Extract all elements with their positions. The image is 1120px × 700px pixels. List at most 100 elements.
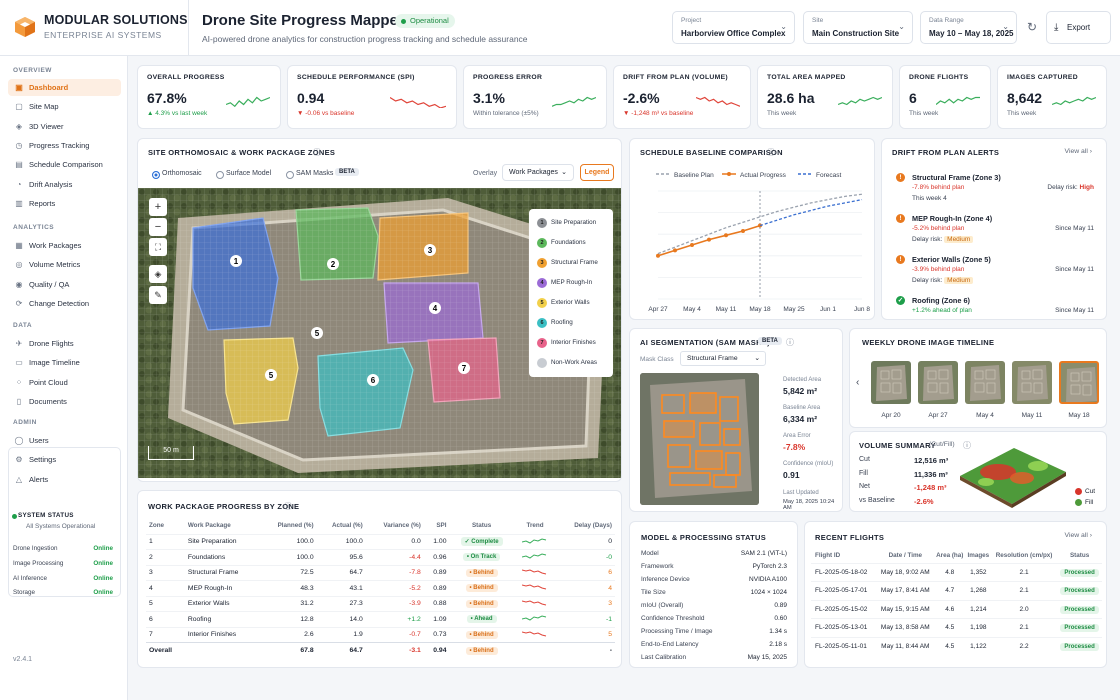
- mask-class-select[interactable]: Structural Frame ⌄: [680, 351, 766, 366]
- column-header[interactable]: Work Package: [187, 521, 231, 529]
- info-icon[interactable]: ⓘ: [284, 502, 292, 511]
- kpi-drift-from-plan-volume[interactable]: DRIFT FROM PLAN (VOLUME) -2.6% ▼ -1,248 m³…: [613, 65, 751, 129]
- actual-point[interactable]: [673, 248, 677, 253]
- alerts-view-all-link[interactable]: View all ›: [1065, 148, 1092, 155]
- sidebar-item-progress-tracking[interactable]: ◷ Progress Tracking: [8, 137, 121, 154]
- sidebar-item-schedule-comparison[interactable]: ▤ Schedule Comparison: [8, 156, 121, 173]
- mode-orthomosaic[interactable]: Orthomosaic: [152, 170, 202, 179]
- sidebar-item-documents[interactable]: ▯ Documents: [8, 393, 121, 410]
- table-row[interactable]: FL-2025-05-15-02 May 15, 9:15 AM 4.6 1,214 2…: [811, 599, 1102, 619]
- column-header[interactable]: Resolution (cm/px): [995, 551, 1053, 559]
- mode-sam-masks[interactable]: SAM Masks: [286, 170, 333, 179]
- sidebar-item-drone-flights[interactable]: ✈ Drone Flights: [8, 335, 121, 352]
- actual-point[interactable]: [707, 237, 711, 242]
- legend-button[interactable]: Legend: [580, 164, 614, 181]
- sidebar-item-3d-viewer[interactable]: ◈ 3D Viewer: [8, 118, 121, 135]
- table-row[interactable]: FL-2025-05-17-01 May 17, 8:41 AM 4.7 1,268 2…: [811, 581, 1102, 600]
- table-row[interactable]: 6 Roofing 12.8 14.0 +1.2 1.09 • Ahead -1: [146, 611, 615, 627]
- info-icon[interactable]: ⓘ: [313, 148, 321, 157]
- zone-legend-item-site-preparation[interactable]: 1 Site Preparation: [537, 218, 596, 228]
- table-row[interactable]: 2 Foundations 100.0 95.6 -4.4 0.96 • On Track -…: [146, 549, 615, 565]
- kpi-drone-flights[interactable]: DRONE FLIGHTS 6 This week: [899, 65, 991, 129]
- zone-legend-item-mep-rough-in[interactable]: 4 MEP Rough-In: [537, 278, 592, 288]
- zone-legend-item-interior-finishes[interactable]: 7 Interior Finishes: [537, 338, 596, 348]
- series-line-baseline-plan[interactable]: [657, 193, 863, 255]
- layers-icon[interactable]: ◈: [149, 265, 167, 283]
- sidebar-item-drift-analysis[interactable]: ◔ Drift Analysis: [8, 176, 121, 193]
- kpi-images-captured[interactable]: IMAGES CAPTURED 8,642 This week: [997, 65, 1107, 129]
- kpi-progress-error[interactable]: PROGRESS ERROR 3.1% Within tolerance (±5%): [463, 65, 607, 129]
- project-select[interactable]: Project Harborview Office Complex ⌄: [672, 11, 795, 44]
- zone-legend-item-foundations[interactable]: 2 Foundations: [537, 238, 586, 248]
- alert-title[interactable]: Roofing (Zone 6): [912, 296, 970, 305]
- column-header[interactable]: Status: [471, 521, 492, 529]
- zone-legend-item-roofing[interactable]: 6 Roofing: [537, 318, 573, 328]
- measure-icon[interactable]: ✎: [149, 286, 167, 304]
- table-row[interactable]: FL-2025-05-11-01 May 11, 8:44 AM 4.5 1,122 2…: [811, 636, 1102, 656]
- column-header[interactable]: Area (ha): [936, 551, 964, 559]
- zoom-in-button[interactable]: +: [149, 198, 167, 216]
- sidebar-item-quality-qa[interactable]: ◉ Quality / QA: [8, 276, 121, 293]
- timeline-thumbnail[interactable]: [871, 361, 911, 404]
- column-header[interactable]: Planned (%): [277, 521, 314, 529]
- export-button[interactable]: ⤓ Export: [1046, 11, 1111, 44]
- actual-point[interactable]: [741, 228, 745, 233]
- sidebar-item-change-detection[interactable]: ⟳ Change Detection: [8, 295, 121, 312]
- sidebar-item-work-packages[interactable]: ▦ Work Packages: [8, 237, 121, 254]
- sidebar-item-users[interactable]: ◯ Users: [8, 432, 121, 449]
- actual-point[interactable]: [724, 233, 728, 238]
- alert-title[interactable]: Exterior Walls (Zone 5): [912, 255, 991, 264]
- table-row[interactable]: FL-2025-05-13-01 May 13, 8:58 AM 4.5 1,198 2…: [811, 618, 1102, 637]
- sidebar-item-site-map[interactable]: ▢ Site Map: [8, 98, 121, 115]
- sidebar-item-volume-metrics[interactable]: ◎ Volume Metrics: [8, 256, 121, 273]
- sidebar-item-dashboard[interactable]: ▣ Dashboard: [8, 79, 121, 96]
- table-row[interactable]: 7 Interior Finishes 2.6 1.9 -0.7 0.73 • Behind…: [146, 626, 615, 643]
- alert-title[interactable]: Structural Frame (Zone 3): [912, 173, 1001, 182]
- series-line-forecast[interactable]: [759, 198, 863, 227]
- kpi-overall-progress[interactable]: OVERALL PROGRESS 67.8% ▲ 4.3% vs last week: [137, 65, 281, 129]
- table-row[interactable]: 5 Exterior Walls 31.2 27.3 -3.9 0.88 • Behind 3: [146, 595, 615, 612]
- kpi-schedule-performance-spi[interactable]: SCHEDULE PERFORMANCE (SPI) 0.94 ▼ -0.06 vs…: [287, 65, 457, 129]
- column-header[interactable]: Images: [967, 551, 990, 559]
- info-icon[interactable]: ⓘ: [767, 148, 775, 157]
- table-row[interactable]: 3 Structural Frame 72.5 64.7 -7.8 0.89 • Behin…: [146, 564, 615, 581]
- timeline-thumbnail[interactable]: [918, 361, 958, 404]
- flights-view-all-link[interactable]: View all ›: [1065, 532, 1092, 539]
- segmentation-image[interactable]: [640, 373, 759, 505]
- table-row[interactable]: FL-2025-05-18-02 May 18, 9:02 AM 4.8 1,352 2…: [811, 562, 1102, 582]
- site-select[interactable]: Site Main Construction Site ⌄: [803, 11, 913, 44]
- date-range-select[interactable]: Data Range May 10 – May 18, 2025 ⌄: [920, 11, 1017, 44]
- actual-point[interactable]: [690, 243, 694, 247]
- column-header[interactable]: Trend: [526, 521, 544, 529]
- zone-legend-item-structural-frame[interactable]: 3 Structural Frame: [537, 258, 598, 268]
- sidebar-item-reports[interactable]: ▥ Reports: [8, 195, 121, 212]
- fit-extent-icon[interactable]: ⛶: [149, 238, 167, 256]
- alert-title[interactable]: MEP Rough-In (Zone 4): [912, 214, 993, 223]
- table-row[interactable]: 1 Site Preparation 100.0 100.0 0.0 1.00 ✓ Comp…: [146, 533, 615, 550]
- table-row[interactable]: 4 MEP Rough-In 48.3 43.1 -5.2 0.89 • Behind 4: [146, 580, 615, 596]
- column-header[interactable]: Date / Time: [888, 551, 923, 559]
- refresh-icon[interactable]: ↻: [1026, 20, 1038, 34]
- timeline-thumbnail[interactable]: [965, 361, 1005, 404]
- column-header[interactable]: Delay (Days): [574, 521, 612, 529]
- cut-fill-3d-surface[interactable]: [956, 442, 1068, 508]
- kpi-total-area-mapped[interactable]: TOTAL AREA MAPPED 28.6 ha This week: [757, 65, 893, 129]
- sidebar-item-alerts[interactable]: △ Alerts: [8, 471, 121, 488]
- zoom-out-button[interactable]: −: [149, 218, 167, 236]
- column-header[interactable]: SPI: [436, 521, 447, 529]
- info-icon[interactable]: ⓘ: [786, 338, 794, 347]
- column-header[interactable]: Zone: [149, 521, 165, 529]
- orthomosaic-view[interactable]: 1 2 3 4 5 5 6 7 + − ⛶ ◈ ✎ 1 Site Preparat…: [138, 188, 621, 478]
- sidebar-item-image-timeline[interactable]: ▭ Image Timeline: [8, 354, 121, 371]
- zone-legend-item-non-work-areas[interactable]: Non-Work Areas: [537, 358, 597, 368]
- column-header[interactable]: Status: [1069, 551, 1090, 559]
- column-header[interactable]: Actual (%): [331, 521, 363, 529]
- column-header[interactable]: Variance (%): [383, 521, 421, 529]
- mode-surface-model[interactable]: Surface Model: [216, 170, 271, 179]
- overlay-select[interactable]: Work Packages ⌄: [502, 164, 574, 181]
- timeline-thumbnail[interactable]: [1012, 361, 1052, 404]
- column-header[interactable]: Flight ID: [815, 551, 841, 559]
- zone-legend-item-exterior-walls[interactable]: 5 Exterior Walls: [537, 298, 590, 308]
- sidebar-item-settings[interactable]: ⚙ Settings: [8, 451, 121, 468]
- chevron-left-icon[interactable]: ‹: [856, 377, 860, 388]
